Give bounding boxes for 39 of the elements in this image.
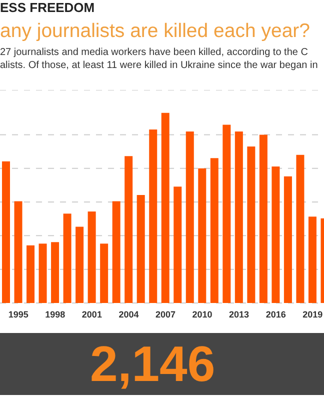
bar [247,146,256,303]
chart-subtitle: 27 journalists and media workers have been killed, according to the C alists. Of those, at least 11 were killed in Ukraine since the war began in [0,47,318,71]
bar [234,131,243,303]
bar [186,131,194,303]
bar [259,134,268,303]
bar [112,201,120,303]
x-tick-label: 2004 [118,309,139,320]
x-tick-label: 2013 [229,309,250,320]
bar [38,244,47,303]
x-tick-label: 1995 [8,309,28,320]
bar [124,156,133,303]
bar [14,201,22,303]
bar [136,194,145,303]
bar [2,161,10,303]
x-tick-label: 2019 [302,309,323,320]
bar [284,176,292,303]
bar [26,245,35,303]
x-tick-label: 2010 [192,309,212,320]
chart-title: any journalists are killed each year? [0,20,310,43]
bar [210,158,218,303]
bar [174,186,182,303]
bar [88,212,96,303]
bar [198,168,206,303]
x-tick-label: 2007 [155,309,176,320]
bar [100,244,108,303]
text: ESS FREEDOM [0,0,95,15]
bar [296,154,304,303]
bar [76,226,84,303]
bar [222,124,231,303]
x-tick-label: 2001 [82,309,102,320]
x-tick-label: 1998 [45,309,66,320]
bar [51,242,60,303]
bar [149,130,158,303]
bar [308,216,316,303]
bar [63,214,72,303]
bar [161,112,170,303]
text: 2,146 [90,335,216,393]
x-tick-label: 2016 [266,309,286,320]
bar [272,166,280,303]
